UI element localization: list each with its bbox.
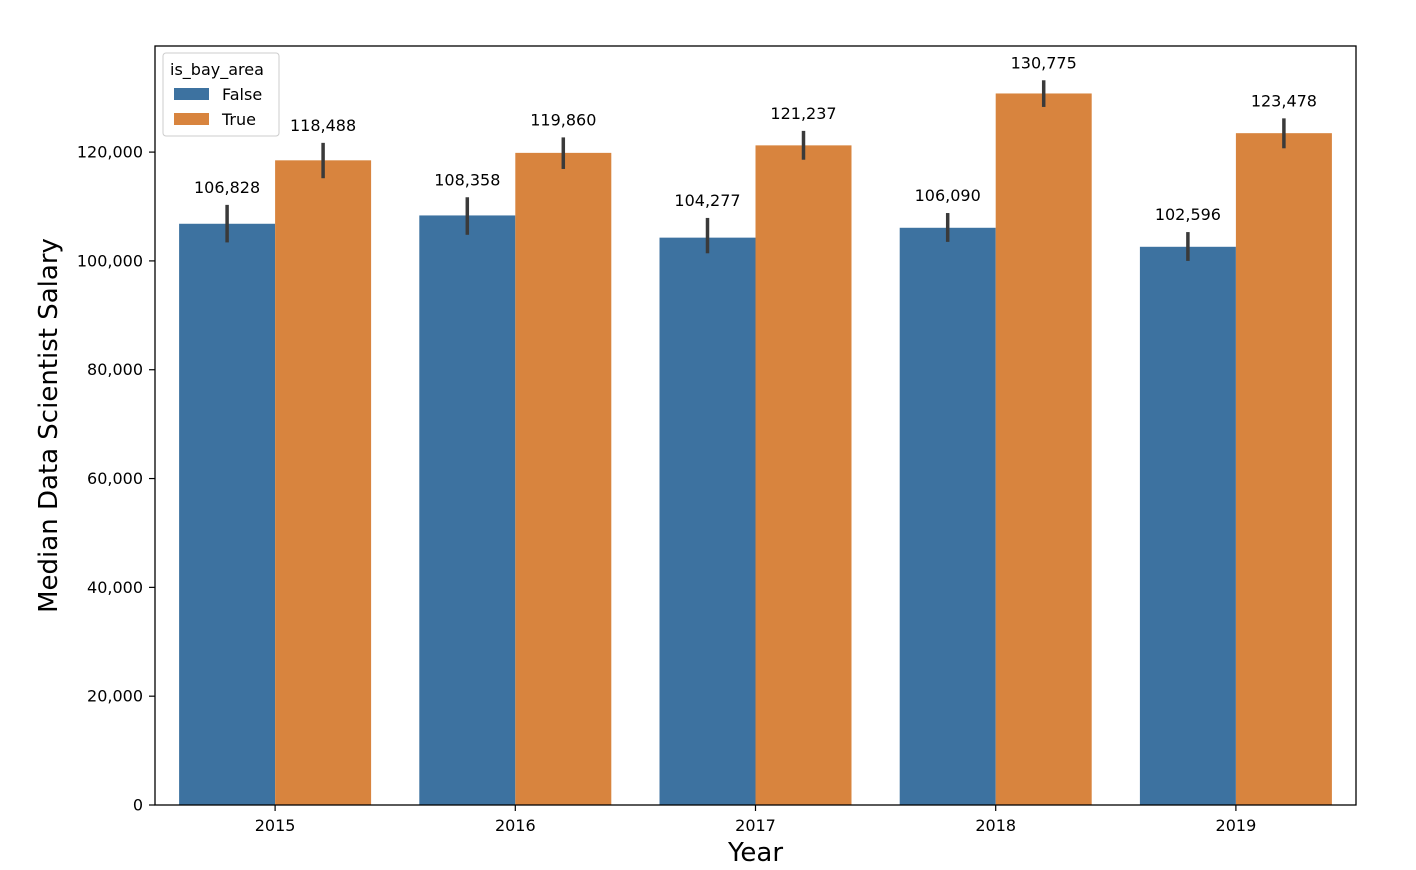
bar-true-2019 xyxy=(1235,133,1332,805)
data-label-true-2017: 121,237 xyxy=(770,104,836,123)
bars-layer xyxy=(179,93,1332,806)
legend-label-false: False xyxy=(222,85,262,104)
x-tick-label: 2015 xyxy=(255,816,296,835)
data-label-false-2017: 104,277 xyxy=(674,191,740,210)
y-tick-label: 20,000 xyxy=(87,687,143,706)
x-tick-label: 2016 xyxy=(495,816,536,835)
y-tick-label: 80,000 xyxy=(87,360,143,379)
bar-false-2018 xyxy=(899,227,996,805)
data-label-false-2015: 106,828 xyxy=(194,178,260,197)
bar-false-2017 xyxy=(659,237,756,805)
y-tick-label: 100,000 xyxy=(77,251,143,270)
y-tick-label: 60,000 xyxy=(87,469,143,488)
data-label-true-2018: 130,775 xyxy=(1011,53,1077,72)
x-axis: 2015 2016 2017 2018 2019 xyxy=(255,805,1257,835)
legend-swatch-true xyxy=(174,113,209,125)
legend: is_bay_area False True xyxy=(162,52,280,137)
bar-true-2015 xyxy=(275,160,372,805)
bar-false-2019 xyxy=(1139,246,1236,806)
bar-false-2015 xyxy=(179,223,276,805)
y-tick-label: 40,000 xyxy=(87,578,143,597)
y-tick-label: 0 xyxy=(133,796,143,815)
legend-swatch-false xyxy=(174,88,209,100)
data-label-true-2015: 118,488 xyxy=(290,116,356,135)
bar-true-2018 xyxy=(995,93,1092,806)
y-axis-title: Median Data Scientist Salary xyxy=(34,238,64,613)
y-axis: 0 20,000 40,000 60,000 80,000 100,000 120,000 xyxy=(77,143,155,815)
bar-true-2017 xyxy=(755,145,852,805)
data-label-false-2018: 106,090 xyxy=(915,186,981,205)
bar-true-2016 xyxy=(515,152,612,805)
x-tick-label: 2018 xyxy=(975,816,1016,835)
data-label-true-2019: 123,478 xyxy=(1251,91,1317,110)
bar-false-2016 xyxy=(419,215,516,805)
data-label-false-2016: 108,358 xyxy=(434,170,500,189)
legend-title: is_bay_area xyxy=(170,60,264,80)
x-axis-title: Year xyxy=(727,838,783,868)
error-bars-layer xyxy=(225,80,1286,261)
x-tick-label: 2017 xyxy=(735,816,776,835)
legend-label-true: True xyxy=(221,110,256,129)
data-labels-layer: 106,828 118,488 108,358 119,860 104,277 121,2… xyxy=(194,53,1317,224)
data-label-false-2019: 102,596 xyxy=(1155,205,1221,224)
x-tick-label: 2019 xyxy=(1216,816,1257,835)
y-tick-label: 120,000 xyxy=(77,143,143,162)
data-label-true-2016: 119,860 xyxy=(530,110,596,129)
